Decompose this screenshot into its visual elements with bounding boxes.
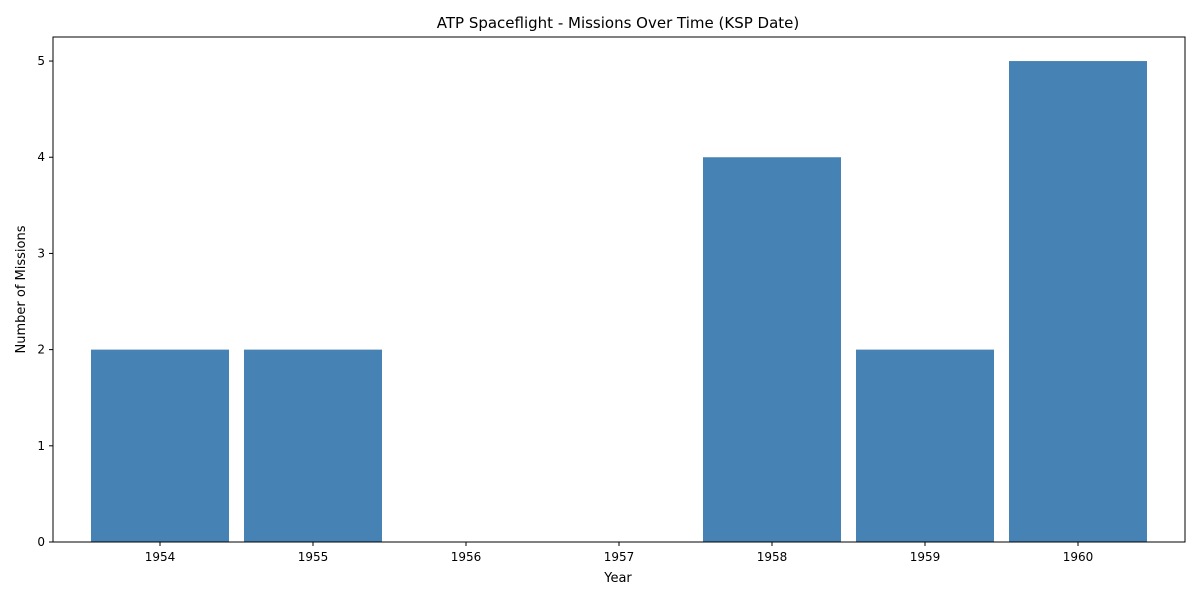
bar-1955 <box>244 349 382 542</box>
x-tick-label-1960: 1960 <box>1063 550 1094 564</box>
bar-1958 <box>703 157 841 542</box>
y-axis-label: Number of Missions <box>14 225 29 353</box>
chart-title: ATP Spaceflight - Missions Over Time (KS… <box>437 14 799 32</box>
x-tick-label-1954: 1954 <box>145 550 176 564</box>
x-ticks: 1954 1955 1956 1957 1958 1959 1960 <box>145 542 1094 564</box>
bar-1959 <box>856 349 994 542</box>
y-tick-label-5: 5 <box>37 54 45 68</box>
y-tick-label-2: 2 <box>37 343 45 357</box>
y-tick-label-0: 0 <box>37 535 45 549</box>
y-tick-label-3: 3 <box>37 246 45 260</box>
bar-1960 <box>1009 61 1147 543</box>
x-tick-label-1959: 1959 <box>910 550 941 564</box>
y-tick-label-4: 4 <box>37 150 45 164</box>
y-ticks: 0 1 2 3 4 5 <box>37 54 53 549</box>
x-tick-label-1958: 1958 <box>757 550 788 564</box>
bar-1954 <box>91 349 229 542</box>
x-tick-label-1955: 1955 <box>298 550 329 564</box>
x-axis-label: Year <box>603 571 632 586</box>
bars-group <box>91 61 1147 543</box>
x-tick-label-1956: 1956 <box>451 550 482 564</box>
x-tick-label-1957: 1957 <box>604 550 635 564</box>
y-tick-label-1: 1 <box>37 439 45 453</box>
